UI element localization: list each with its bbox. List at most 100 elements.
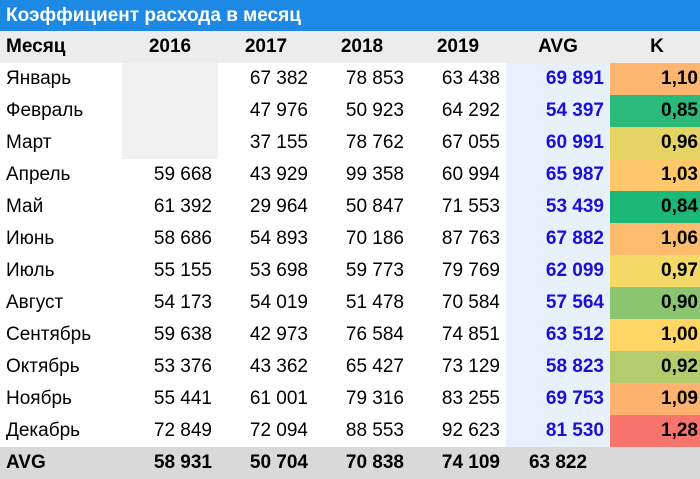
column-header-k[interactable]: K bbox=[610, 31, 700, 63]
total-avg-cell[interactable]: 63 822 bbox=[506, 447, 610, 479]
value-2018-cell[interactable]: 51 478 bbox=[345, 292, 404, 313]
value-2019-cell[interactable]: 74 851 bbox=[441, 324, 500, 345]
value-2019-cell[interactable]: 73 129 bbox=[441, 356, 500, 377]
avg-cell[interactable]: 57 564 bbox=[506, 287, 610, 319]
value-2017-cell[interactable]: 42 973 bbox=[249, 324, 308, 345]
value-2017-cell[interactable]: 29 964 bbox=[249, 196, 308, 217]
value-2016-cell[interactable]: 53 376 bbox=[153, 356, 212, 377]
value-2018-cell[interactable]: 88 553 bbox=[345, 420, 404, 441]
total-k-cell[interactable] bbox=[610, 447, 700, 479]
table-row: Апрель 59 668 43 929 99 358 60 994 65 987 1,03 bbox=[0, 159, 700, 191]
month-cell[interactable]: Июль bbox=[6, 260, 55, 281]
k-coefficient-cell[interactable]: 0,97 bbox=[610, 255, 700, 287]
value-2018-cell[interactable]: 99 358 bbox=[345, 164, 404, 185]
column-header-avg[interactable]: AVG bbox=[506, 31, 610, 63]
column-header-2016[interactable]: 2016 bbox=[122, 31, 218, 63]
value-2018-cell[interactable]: 50 847 bbox=[345, 196, 404, 217]
column-header-2018[interactable]: 2018 bbox=[314, 31, 410, 63]
value-2016-cell[interactable]: 61 392 bbox=[153, 196, 212, 217]
total-2017-cell[interactable]: 50 704 bbox=[218, 447, 314, 479]
month-cell[interactable]: Сентябрь bbox=[6, 324, 92, 345]
month-cell[interactable]: Ноябрь bbox=[6, 388, 72, 409]
value-2018-cell[interactable]: 50 923 bbox=[345, 100, 404, 121]
avg-cell[interactable]: 62 099 bbox=[506, 255, 610, 287]
k-coefficient-cell[interactable]: 1,28 bbox=[610, 415, 700, 447]
value-2018-cell[interactable]: 59 773 bbox=[345, 260, 404, 281]
value-2016-cell[interactable] bbox=[122, 95, 218, 127]
value-2016-cell[interactable]: 55 155 bbox=[153, 260, 212, 281]
value-2019-cell[interactable]: 79 769 bbox=[441, 260, 500, 281]
value-2017-cell[interactable]: 43 929 bbox=[249, 164, 308, 185]
k-coefficient-cell[interactable]: 1,03 bbox=[610, 159, 700, 191]
column-header-2017[interactable]: 2017 bbox=[218, 31, 314, 63]
value-2016-cell[interactable]: 55 441 bbox=[153, 388, 212, 409]
value-2016-cell[interactable]: 59 638 bbox=[153, 324, 212, 345]
k-coefficient-cell[interactable]: 1,09 bbox=[610, 383, 700, 415]
avg-cell[interactable]: 54 397 bbox=[506, 95, 610, 127]
value-2017-cell[interactable]: 61 001 bbox=[249, 388, 308, 409]
total-label-cell[interactable]: AVG bbox=[0, 447, 122, 479]
value-2017-cell[interactable]: 43 362 bbox=[249, 356, 308, 377]
value-2017-cell[interactable]: 72 094 bbox=[249, 420, 308, 441]
k-coefficient-cell[interactable]: 0,96 bbox=[610, 127, 700, 159]
avg-cell[interactable]: 53 439 bbox=[506, 191, 610, 223]
value-2017-cell[interactable]: 54 893 bbox=[249, 228, 308, 249]
month-cell[interactable]: Май bbox=[6, 196, 44, 217]
month-cell[interactable]: Январь bbox=[6, 68, 72, 89]
column-header-2019[interactable]: 2019 bbox=[410, 31, 506, 63]
value-2018-cell[interactable]: 78 762 bbox=[345, 132, 404, 153]
value-2019-cell[interactable]: 60 994 bbox=[441, 164, 500, 185]
avg-cell[interactable]: 67 882 bbox=[506, 223, 610, 255]
value-2019-cell[interactable]: 64 292 bbox=[441, 100, 500, 121]
total-2016-cell[interactable]: 58 931 bbox=[122, 447, 218, 479]
value-2016-cell[interactable]: 58 686 bbox=[153, 228, 212, 249]
value-2019-cell[interactable]: 67 055 bbox=[441, 132, 500, 153]
column-header-month[interactable]: Месяц bbox=[0, 31, 122, 63]
value-2018-cell[interactable]: 79 316 bbox=[345, 388, 404, 409]
avg-cell[interactable]: 65 987 bbox=[506, 159, 610, 191]
value-2016-cell[interactable]: 72 849 bbox=[153, 420, 212, 441]
month-cell[interactable]: Октябрь bbox=[6, 356, 80, 377]
value-2019-cell[interactable]: 63 438 bbox=[441, 68, 500, 89]
value-2017-cell[interactable]: 67 382 bbox=[249, 68, 308, 89]
total-2019-cell[interactable]: 74 109 bbox=[410, 447, 506, 479]
value-2017-cell[interactable]: 47 976 bbox=[249, 100, 308, 121]
k-coefficient-cell[interactable]: 1,06 bbox=[610, 223, 700, 255]
k-coefficient-cell[interactable]: 1,00 bbox=[610, 319, 700, 351]
value-2018-cell[interactable]: 78 853 bbox=[345, 68, 404, 89]
k-coefficient-cell[interactable]: 0,92 bbox=[610, 351, 700, 383]
value-2019-cell[interactable]: 87 763 bbox=[441, 228, 500, 249]
value-2019-cell[interactable]: 83 255 bbox=[441, 388, 500, 409]
value-2018-cell[interactable]: 76 584 bbox=[345, 324, 404, 345]
month-cell[interactable]: Декабрь bbox=[6, 420, 81, 441]
k-coefficient-cell[interactable]: 0,84 bbox=[610, 191, 700, 223]
month-cell[interactable]: Август bbox=[6, 292, 64, 313]
k-coefficient-cell[interactable]: 0,85 bbox=[610, 95, 700, 127]
month-cell[interactable]: Апрель bbox=[6, 164, 71, 185]
avg-cell[interactable]: 60 991 bbox=[506, 127, 610, 159]
month-cell[interactable]: Июнь bbox=[6, 228, 55, 249]
value-2017-cell[interactable]: 53 698 bbox=[249, 260, 308, 281]
value-2016-cell[interactable]: 54 173 bbox=[153, 292, 212, 313]
month-cell[interactable]: Март bbox=[6, 132, 52, 153]
value-2017-cell[interactable]: 54 019 bbox=[249, 292, 308, 313]
avg-cell[interactable]: 58 823 bbox=[506, 351, 610, 383]
value-2016-cell[interactable]: 59 668 bbox=[153, 164, 212, 185]
value-2018-cell[interactable]: 65 427 bbox=[345, 356, 404, 377]
avg-cell[interactable]: 63 512 bbox=[506, 319, 610, 351]
value-2019-cell[interactable]: 70 584 bbox=[441, 292, 500, 313]
avg-cell[interactable]: 81 530 bbox=[506, 415, 610, 447]
value-2016-cell[interactable] bbox=[122, 63, 218, 95]
value-2019-cell[interactable]: 71 553 bbox=[441, 196, 500, 217]
value-2018-cell[interactable]: 70 186 bbox=[345, 228, 404, 249]
value-2017-cell[interactable]: 37 155 bbox=[249, 132, 308, 153]
avg-cell[interactable]: 69 753 bbox=[506, 383, 610, 415]
month-cell[interactable]: Февраль bbox=[6, 100, 84, 121]
total-2018-cell[interactable]: 70 838 bbox=[314, 447, 410, 479]
k-coefficient-cell[interactable]: 1,10 bbox=[610, 63, 700, 95]
value-2019-cell[interactable]: 92 623 bbox=[441, 420, 500, 441]
table-body: Январь 67 382 78 853 63 438 69 891 1,10 Феврал… bbox=[0, 63, 700, 447]
value-2016-cell[interactable] bbox=[122, 127, 218, 159]
k-coefficient-cell[interactable]: 0,90 bbox=[610, 287, 700, 319]
avg-cell[interactable]: 69 891 bbox=[506, 63, 610, 95]
